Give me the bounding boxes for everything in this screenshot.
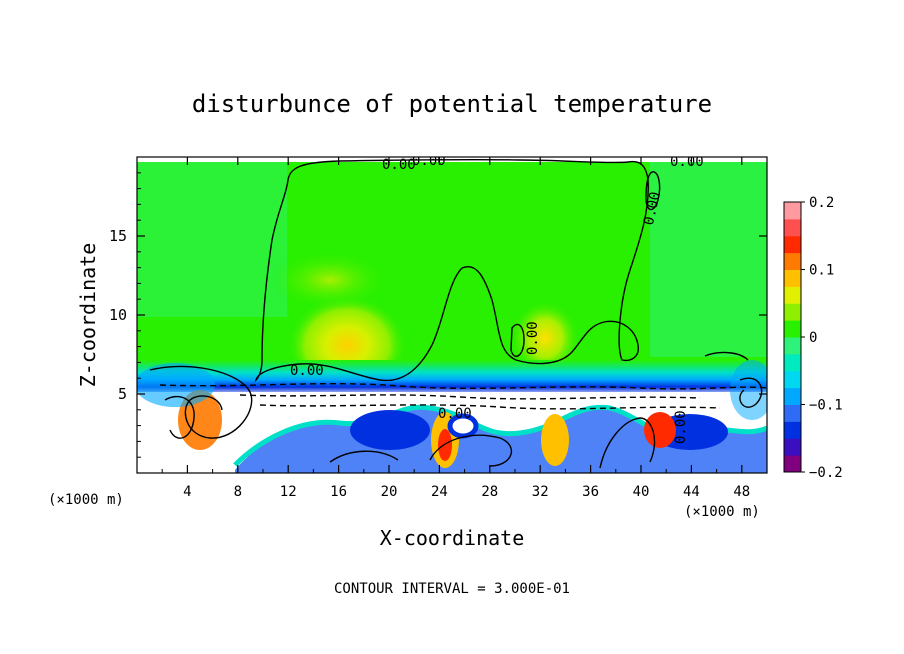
x-tick-label: 24 (431, 484, 448, 500)
colorbar-swatch (784, 303, 801, 321)
colorbar-swatch (784, 337, 801, 355)
bl-swirl-center-2 (329, 450, 399, 463)
contour-label: 0.00 (673, 410, 689, 444)
bl-swirl-right-edge-2 (704, 351, 749, 361)
cool-margin-right (650, 157, 767, 357)
bl-swirl-right-edge (739, 377, 763, 408)
contour-value-labels: 0.00 0.00 0.00 0.00 0.00 0.00 0.00 0.00 (290, 153, 704, 444)
warm-spot-center-core (438, 429, 452, 461)
colorbar-tick-label: 0.2 (809, 195, 834, 211)
colorbar-swatch (784, 404, 801, 422)
warm-anomaly-mid (510, 300, 580, 376)
x-tick-label: 48 (733, 484, 750, 500)
colorbar-tick-label: 0.1 (809, 263, 834, 279)
contour-lines (149, 158, 767, 469)
colorbar-swatch (784, 353, 801, 372)
colorbar-swatch (784, 320, 801, 338)
zero-contour-small (510, 323, 525, 358)
colorbar-swatch (784, 202, 801, 220)
colorbar-swatch (784, 252, 801, 270)
x-unit-label-left: (×1000 m) (48, 492, 124, 508)
colorbar-swatch (784, 269, 801, 287)
cold-core-left (350, 410, 430, 450)
y-axis-title: Z-coordinate (76, 243, 100, 388)
bl-swirl-left (149, 365, 253, 439)
warm-spot-right-b (541, 414, 569, 466)
inversion-contour-2 (239, 394, 701, 400)
colorbar-swatch (784, 286, 801, 304)
x-tick-label: 8 (234, 484, 242, 500)
x-tick-label: 28 (481, 484, 498, 500)
x-unit-label-right: (×1000 m) (684, 504, 760, 520)
cool-margin-left (137, 157, 287, 317)
contour-label: 0.00 (525, 321, 541, 355)
inversion-layer (137, 360, 767, 396)
x-tick-label: 16 (330, 484, 347, 500)
zero-contour-main (254, 158, 649, 383)
contour-label: 0.00 (670, 154, 704, 170)
contour-label: 0.00 (641, 190, 664, 226)
contour-interval-note: CONTOUR INTERVAL = 3.000E-01 (334, 581, 570, 597)
zero-contour-upper-right (645, 171, 661, 211)
colorbar-tick-label: −0.1 (809, 398, 843, 414)
x-tick-label: 4 (183, 484, 191, 500)
bl-swirl-right (599, 417, 656, 469)
colorbar-swatch (784, 438, 801, 456)
contour-label: 0.00 (382, 157, 416, 173)
x-tick-label: 40 (633, 484, 650, 500)
inversion-contour-3 (259, 404, 721, 410)
y-tick-label: 10 (109, 306, 127, 324)
x-tick-label: 20 (381, 484, 398, 500)
contour-label: 0.00 (438, 406, 472, 422)
x-tick-label: 44 (683, 484, 700, 500)
x-tick-label: 36 (582, 484, 599, 500)
cold-ring (447, 413, 479, 439)
y-tick-label: 5 (118, 385, 127, 403)
chart-title: disturbunce of potential temperature (192, 90, 712, 118)
x-axis: 4 8 12 16 20 24 28 32 36 40 44 48 (161, 157, 750, 500)
colorbar-swatch (784, 235, 801, 254)
colorbar-tick-label: 0 (809, 330, 817, 346)
bl-swirl-center (429, 434, 513, 467)
y-axis: 5 10 15 (109, 172, 767, 458)
inversion-contour-1 (159, 383, 767, 390)
colorbar-swatch (784, 387, 801, 405)
colorbar-tick-label: −0.2 (809, 465, 843, 481)
warm-spot-right (644, 412, 676, 448)
colorbar-swatch (784, 218, 801, 237)
contour-label: 0.00 (290, 363, 324, 379)
bl-swirl-left-2 (164, 395, 195, 439)
y-tick-label: 15 (109, 227, 127, 245)
warm-anomaly-upper (270, 250, 390, 310)
x-axis-title: X-coordinate (380, 526, 525, 550)
edge-turbulence-right (730, 360, 767, 420)
contour-label: 0.00 (412, 153, 446, 169)
plot-area: 0.00 0.00 0.00 0.00 0.00 0.00 0.00 0.00 (137, 153, 767, 473)
x-tick-label: 32 (532, 484, 549, 500)
x-tick-label: 12 (280, 484, 297, 500)
colorbar-swatch (784, 370, 801, 389)
colorbar-swatch (784, 455, 801, 473)
colorbar-swatch (784, 421, 801, 439)
colorbar: 0.2 0.1 0 −0.1 −0.2 (783, 195, 843, 481)
